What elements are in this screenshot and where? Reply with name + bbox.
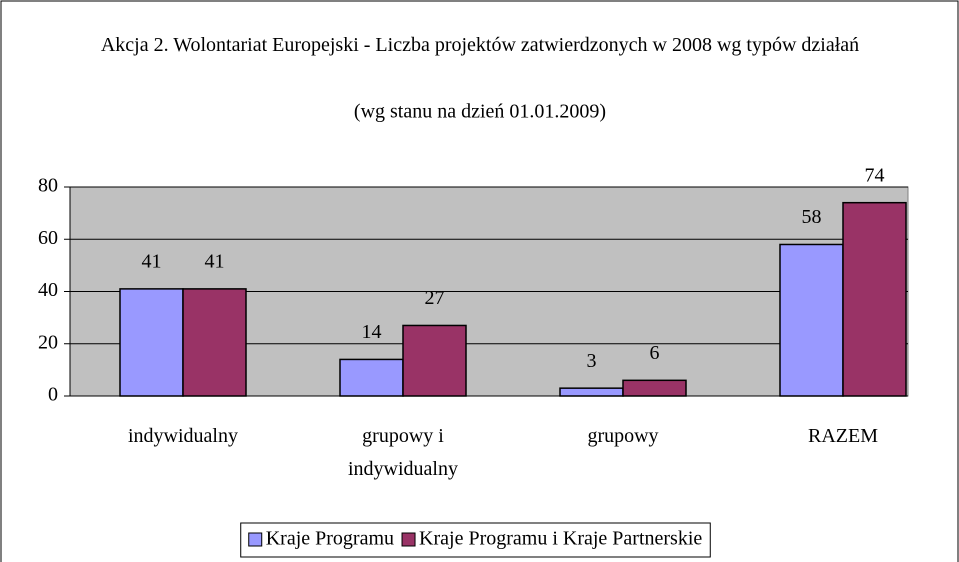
legend-box	[240, 522, 711, 558]
y-tick-label: 60	[38, 227, 58, 249]
value-label: 41	[142, 250, 162, 272]
bar	[779, 243, 844, 397]
value-label: 27	[425, 287, 445, 309]
legend-swatch	[248, 532, 263, 547]
y-tick-label: 40	[38, 279, 58, 301]
value-label: 14	[362, 321, 382, 343]
bar	[339, 358, 404, 397]
y-tick-label: 80	[38, 175, 58, 197]
x-tick-label: grupowy i indywidualny	[348, 425, 458, 480]
y-tick-label: 20	[38, 331, 58, 353]
x-tick-label: indywidualny	[128, 425, 238, 447]
value-label: 3	[587, 350, 597, 372]
value-label: 74	[865, 164, 885, 186]
legend: Kraje Programu Kraje Programu i Kraje Par…	[240, 522, 711, 558]
legend-label: Kraje Programu i Kraje Partnerskie	[419, 528, 702, 550]
y-tick-label: 0	[48, 384, 58, 406]
value-label: 41	[205, 250, 225, 272]
value-label: 6	[650, 342, 660, 364]
value-label: 58	[802, 206, 822, 228]
bar	[402, 324, 467, 397]
x-tick-label: RAZEM	[808, 425, 878, 447]
legend-swatch	[401, 532, 416, 547]
legend-label: Kraje Programu	[266, 528, 394, 550]
chart-title: Akcja 2. Wolontariat Europejski - Liczba…	[101, 34, 859, 56]
bar	[182, 288, 247, 397]
bar	[559, 387, 624, 397]
bar	[119, 288, 184, 397]
bar	[622, 379, 687, 397]
chart-subtitle: (wg stanu na dzień 01.01.2009)	[354, 101, 606, 123]
x-tick-label: grupowy	[587, 425, 658, 447]
bar	[842, 201, 907, 397]
